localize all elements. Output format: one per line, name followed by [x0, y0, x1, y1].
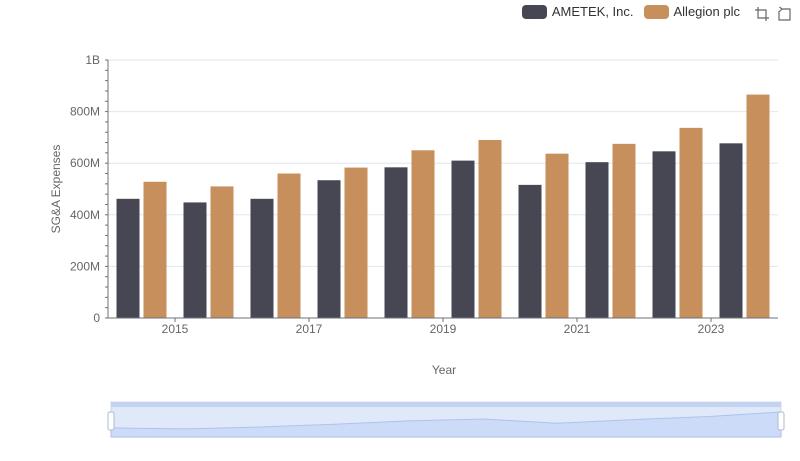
axes: 0 200M 400M 600M 800M 1B 2015 2017 2019 2021 2023	[70, 53, 778, 336]
zoom-selection[interactable]	[111, 402, 781, 437]
bar[interactable]	[451, 160, 475, 318]
x-tick-label: 2021	[564, 322, 591, 336]
bar[interactable]	[183, 202, 207, 318]
legend-label-allegion: Allegion plc	[673, 4, 741, 19]
y-tick-label: 200M	[70, 259, 100, 273]
bar[interactable]	[384, 167, 408, 318]
x-tick-label: 2015	[162, 322, 189, 336]
data-zoom-slider[interactable]	[107, 401, 785, 438]
y-tick-label: 800M	[70, 105, 100, 119]
y-tick-label: 400M	[70, 208, 100, 222]
legend-item-ametek[interactable]: AMETEK, Inc.	[521, 4, 634, 19]
bar[interactable]	[585, 162, 609, 318]
grid-lines	[108, 59, 778, 267]
toolbox	[754, 6, 792, 22]
zoom-handle-right[interactable]	[777, 411, 785, 431]
zoom-handle-left[interactable]	[107, 411, 115, 431]
restore-icon[interactable]	[776, 6, 792, 22]
zoom-move-bar[interactable]	[111, 402, 781, 407]
bars	[116, 94, 770, 319]
legend: AMETEK, Inc. Allegion plc	[521, 4, 741, 19]
bar[interactable]	[317, 180, 341, 318]
bar[interactable]	[746, 94, 770, 319]
bar[interactable]	[652, 151, 676, 318]
bar[interactable]	[344, 167, 368, 318]
bar[interactable]	[277, 173, 301, 318]
x-tick-label: 2023	[698, 322, 725, 336]
legend-item-allegion[interactable]: Allegion plc	[643, 4, 741, 19]
x-tick-label: 2019	[430, 322, 457, 336]
bar[interactable]	[143, 181, 167, 318]
bar[interactable]	[210, 186, 234, 318]
x-axis-title: Year	[432, 363, 456, 377]
zoom-icon[interactable]	[754, 6, 770, 22]
bar[interactable]	[116, 198, 140, 318]
bar[interactable]	[518, 184, 542, 318]
y-tick-label: 600M	[70, 156, 100, 170]
x-tick-label: 2017	[296, 322, 323, 336]
legend-swatch-allegion	[643, 4, 669, 19]
legend-label-ametek: AMETEK, Inc.	[551, 4, 634, 19]
y-tick-label: 1B	[85, 53, 100, 67]
y-axis-title: SG&A Expenses	[49, 145, 63, 234]
bar[interactable]	[612, 143, 636, 318]
bar[interactable]	[478, 139, 502, 318]
bar[interactable]	[719, 143, 743, 318]
bar[interactable]	[679, 127, 703, 318]
bar[interactable]	[545, 153, 569, 318]
zoom-overview-area	[110, 411, 782, 438]
legend-swatch-ametek	[521, 4, 547, 19]
bar[interactable]	[250, 198, 274, 318]
bar[interactable]	[411, 150, 435, 318]
y-tick-label: 0	[93, 311, 100, 325]
